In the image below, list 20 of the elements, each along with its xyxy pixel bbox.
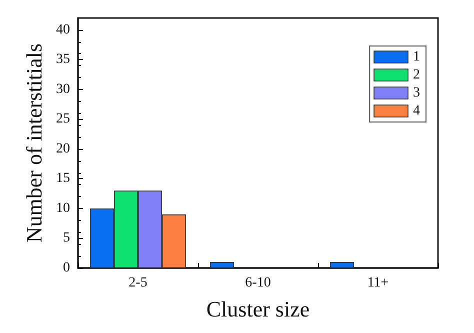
legend-label: 1 (413, 50, 420, 64)
y-tick-label: 5 (63, 230, 70, 246)
y-tick-label: 25 (56, 112, 70, 127)
x-tick-label: 11+ (367, 276, 389, 290)
y-tick-label: 10 (56, 200, 70, 216)
x-tick-label: 6-10 (245, 276, 271, 290)
x-tick-label: 2-5 (128, 276, 148, 290)
y-tick-label: 30 (56, 82, 70, 97)
y-tick-label: 40 (56, 22, 70, 38)
y-axis-title: Number of interstitials (22, 43, 47, 243)
y-tick-label: 0 (63, 260, 70, 276)
legend-label: 2 (413, 68, 420, 82)
y-tick-label: 35 (56, 52, 70, 68)
legend-label: 3 (413, 86, 420, 100)
bar (210, 262, 234, 268)
x-axis-title: Cluster size (206, 296, 310, 322)
bar (330, 262, 354, 268)
legend-label: 4 (413, 104, 420, 118)
y-tick-label: 20 (56, 141, 70, 156)
y-tick-label: 15 (56, 171, 70, 186)
